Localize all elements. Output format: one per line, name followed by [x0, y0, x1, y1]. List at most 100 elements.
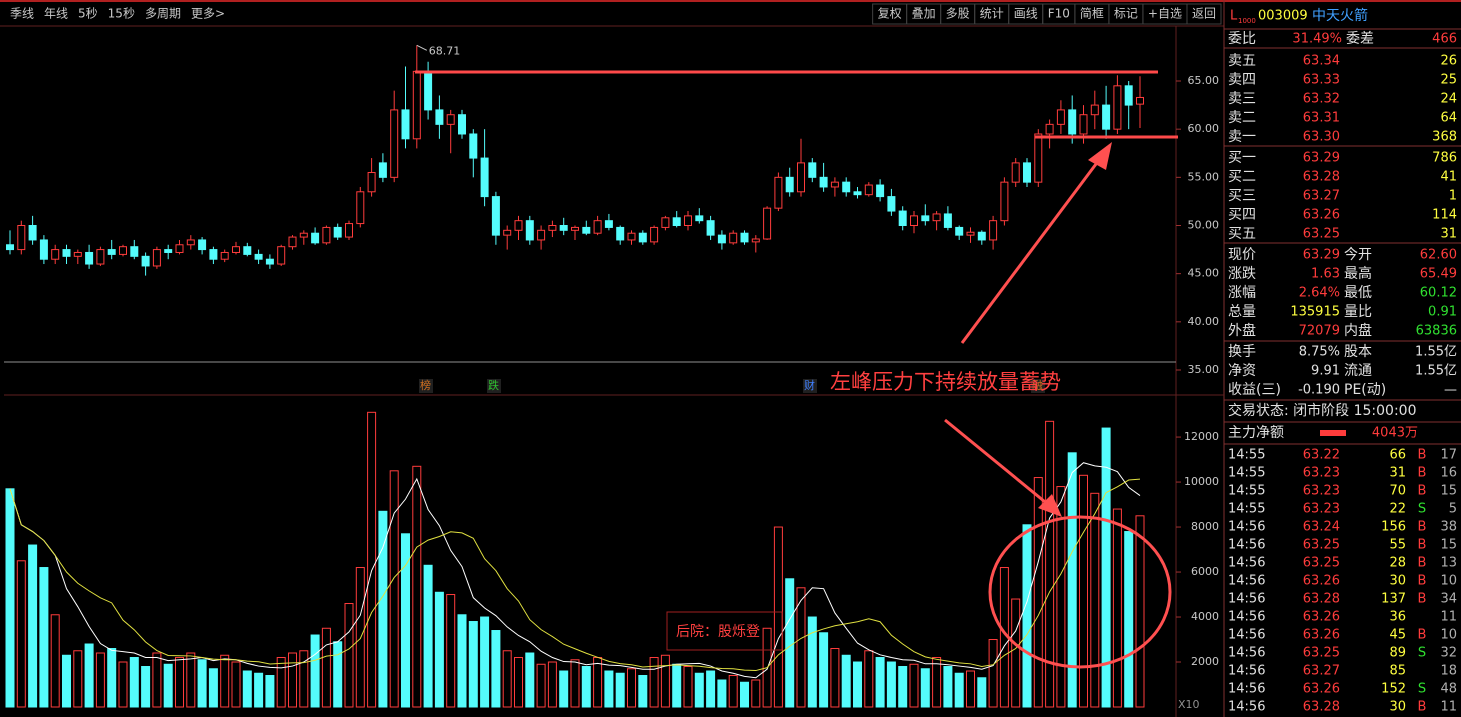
stat-value: 135915 — [1290, 305, 1340, 320]
event-marker[interactable] — [419, 379, 433, 393]
stat-value: 65.49 — [1420, 267, 1457, 282]
toolbar-item[interactable]: 5秒 — [78, 7, 98, 21]
trade-volume: 66 — [1389, 448, 1406, 463]
button-border — [872, 3, 908, 25]
value: 466 — [1432, 32, 1457, 47]
toolbar-item[interactable]: 年线 — [44, 7, 68, 21]
candle-body — [198, 239, 207, 251]
trade-time: 14:56 — [1228, 556, 1265, 571]
candle-body — [943, 213, 952, 228]
trade-price: 63.25 — [1303, 646, 1340, 661]
candle-body — [1023, 162, 1031, 183]
candle-body — [73, 251, 82, 257]
volume-bar — [830, 648, 840, 708]
toolbar-item[interactable]: 15秒 — [108, 7, 135, 21]
volume-bar — [593, 657, 603, 708]
book-volume: 31 — [1440, 227, 1457, 242]
candle-body — [39, 239, 48, 260]
volume-bar — [62, 654, 71, 708]
trade-side: B — [1418, 628, 1427, 643]
toolbar-item[interactable]: 多周期 — [145, 7, 181, 21]
toolbar-button[interactable]: 简框 — [1080, 7, 1104, 21]
candle-body — [604, 220, 613, 228]
candle-body — [571, 226, 579, 231]
toolbar-button[interactable]: 画线 — [1014, 7, 1038, 21]
zoom-label: X10 — [1178, 698, 1200, 711]
trade-price: 63.28 — [1303, 592, 1340, 607]
volume-bar — [468, 621, 478, 708]
y-tick-label: 2000 — [1191, 655, 1219, 668]
toolbar-button[interactable]: 叠加 — [912, 7, 936, 21]
candle-body — [277, 246, 286, 265]
toolbar-button[interactable]: 统计 — [980, 7, 1004, 21]
toolbar-button[interactable]: 复权 — [878, 7, 902, 21]
volume-bar — [751, 679, 761, 708]
volume-bar — [152, 652, 162, 708]
event-marker-label: 榜 — [420, 378, 431, 392]
candle-body — [989, 220, 998, 241]
y-tick-label: 4000 — [1191, 610, 1219, 623]
candle-body — [537, 229, 546, 241]
book-label: 卖三 — [1228, 91, 1256, 107]
candle-body — [85, 251, 94, 265]
volume-bar — [333, 641, 343, 708]
event-marker[interactable] — [487, 379, 501, 393]
y-tick-label: 6000 — [1191, 565, 1219, 578]
trade-count: 16 — [1440, 466, 1457, 481]
stat-value: 9.91 — [1311, 364, 1340, 379]
volume-bar — [966, 670, 975, 708]
candle-body — [62, 249, 71, 257]
toolbar-button[interactable]: F10 — [1048, 7, 1070, 21]
candle-body — [797, 162, 805, 193]
trade-side: B — [1418, 538, 1427, 553]
trade-volume: 137 — [1381, 592, 1406, 607]
volume-bar — [977, 677, 987, 708]
volume-bar — [163, 663, 173, 708]
event-marker[interactable] — [803, 379, 817, 393]
y-tick-label: 65.00 — [1188, 74, 1220, 87]
candle-body — [910, 215, 918, 227]
volume-bar — [796, 587, 806, 708]
trade-side: B — [1418, 448, 1427, 463]
arrow — [944, 418, 1051, 508]
candle-body — [333, 226, 342, 238]
candle-body — [322, 226, 331, 244]
candle-body — [299, 232, 308, 238]
toolbar-button[interactable]: 返回 — [1192, 7, 1216, 21]
toolbar-button[interactable]: +自选 — [1148, 7, 1182, 21]
stat-label: 流通 — [1344, 363, 1372, 379]
volume-bar — [1033, 477, 1043, 708]
stat-value: -0.190 — [1298, 383, 1340, 398]
event-marker[interactable] — [1031, 379, 1045, 393]
y-tick-label: 60.00 — [1188, 122, 1220, 135]
toolbar-item[interactable]: 季线 — [10, 7, 34, 21]
volume-bar — [1056, 486, 1066, 708]
book-price: 63.30 — [1303, 130, 1340, 145]
stock-code: 003009 — [1258, 9, 1308, 24]
volume-bar — [638, 675, 648, 708]
candle-body — [265, 258, 274, 265]
volume-bar — [898, 666, 908, 708]
toolbar-item[interactable]: 更多> — [191, 7, 225, 21]
stock-name: 中天火箭 — [1312, 7, 1368, 24]
candle-body — [966, 231, 975, 236]
candle-body — [763, 207, 772, 240]
toolbar-button[interactable]: 标记 — [1114, 7, 1138, 21]
trade-count: 34 — [1440, 592, 1457, 607]
candle-body — [378, 162, 387, 178]
trade-volume: 55 — [1389, 538, 1406, 553]
volume-bar — [615, 672, 625, 708]
toolbar-button[interactable]: 多股 — [946, 7, 970, 21]
trade-price: 63.26 — [1303, 628, 1340, 643]
y-tick-label: 8000 — [1191, 520, 1219, 533]
stat-label: 换手 — [1228, 343, 1256, 360]
trade-volume: 70 — [1389, 484, 1406, 499]
y-tick-label: 35.00 — [1188, 363, 1220, 376]
candle-body — [842, 181, 851, 193]
candle-body — [661, 217, 670, 228]
book-volume: 25 — [1440, 73, 1457, 88]
high-label: 68.71 — [429, 44, 461, 57]
trade-price: 63.28 — [1303, 700, 1340, 715]
book-label: 卖五 — [1228, 53, 1256, 69]
